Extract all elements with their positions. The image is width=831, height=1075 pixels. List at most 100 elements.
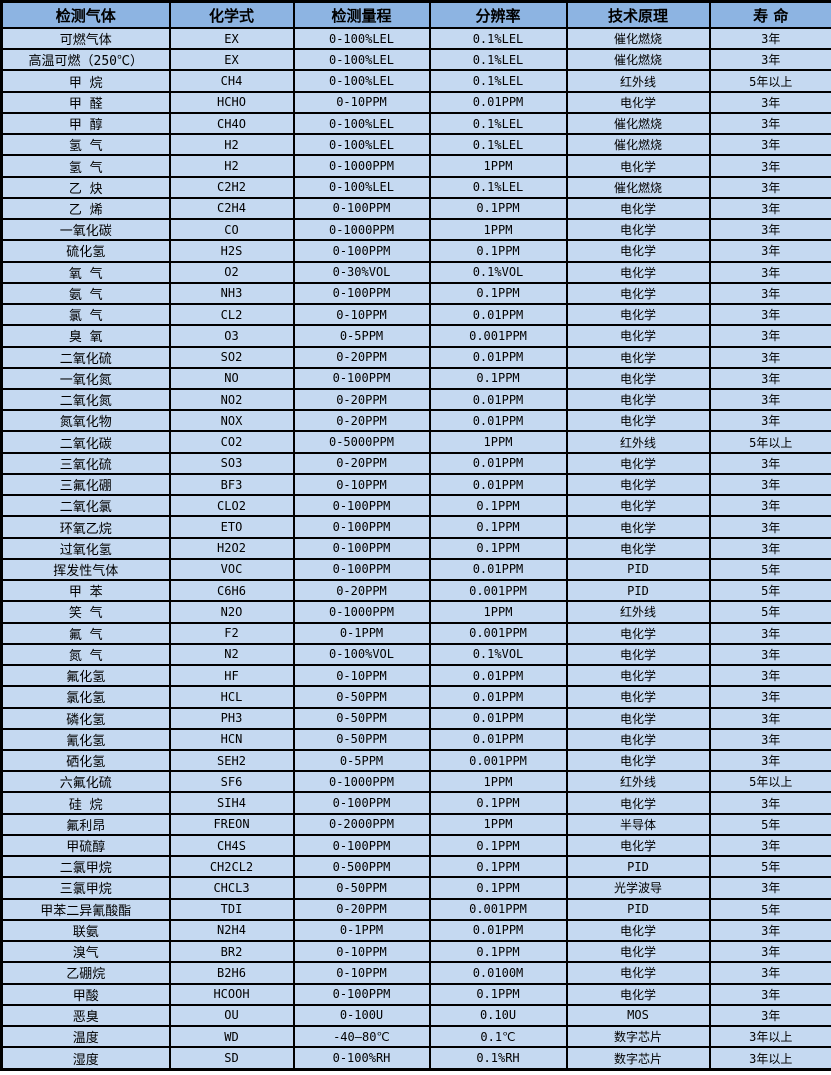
cell-chemical-formula: SEH2 [168, 748, 295, 773]
table-row: 氟化氢 HF 0-10PPM 0.01PPM 电化学 3年 [0, 664, 831, 688]
cell-technology-principle: 催化燃烧 [565, 26, 711, 51]
cell-lifespan: 3年 [708, 409, 831, 433]
cell-chemical-formula: NH3 [168, 281, 295, 306]
cell-technology-principle: 数字芯片 [565, 1025, 711, 1049]
cell-chemical-formula: VOC [168, 557, 295, 582]
cell-lifespan: 3年 [708, 281, 831, 306]
cell-detection-range: -40—80℃ [292, 1025, 431, 1049]
cell-detection-range: 0-50PPM [292, 706, 431, 730]
cell-resolution: 0.1PPM [428, 833, 568, 858]
column-header-gas-name: 检测气体 [0, 0, 171, 29]
cell-chemical-formula: HCOOH [168, 982, 295, 1006]
cell-technology-principle: 电化学 [565, 387, 711, 412]
cell-chemical-formula: B2H6 [168, 961, 295, 985]
cell-lifespan: 3年 [708, 494, 831, 518]
cell-chemical-formula: H2 [168, 133, 295, 157]
cell-technology-principle: 电化学 [565, 940, 711, 964]
cell-resolution: 0.1%LEL [428, 48, 568, 72]
cell-lifespan: 3年 [708, 324, 831, 348]
cell-chemical-formula: N2 [168, 642, 295, 667]
cell-detection-range: 0-30%VOL [292, 260, 431, 284]
cell-gas-name: 氟利昂 [0, 812, 171, 836]
cell-gas-name: 氯化氢 [0, 685, 171, 709]
cell-technology-principle: 电化学 [565, 515, 711, 539]
cell-chemical-formula: EX [168, 48, 295, 72]
cell-chemical-formula: C2H4 [168, 196, 295, 221]
cell-technology-principle: 催化燃烧 [565, 111, 711, 136]
cell-resolution: 0.1PPM [428, 876, 568, 900]
cell-detection-range: 0-20PPM [292, 387, 431, 412]
cell-resolution: 0.001PPM [428, 324, 568, 348]
cell-lifespan: 3年 [708, 642, 831, 667]
cell-technology-principle: 红外线 [565, 770, 711, 794]
cell-technology-principle: 电化学 [565, 409, 711, 433]
cell-gas-name: 硅 烷 [0, 791, 171, 815]
table-row: 湿度 SD 0-100%RH 0.1%RH 数字芯片 3年以上 [0, 1046, 831, 1071]
cell-detection-range: 0-50PPM [292, 727, 431, 751]
cell-chemical-formula: ETO [168, 515, 295, 539]
cell-detection-range: 0-100PPM [292, 281, 431, 306]
table-row: 二氯甲烷 CH2CL2 0-500PPM 0.1PPM PID 5年 [0, 855, 831, 879]
cell-detection-range: 0-100PPM [292, 239, 431, 263]
cell-detection-range: 0-100%LEL [292, 26, 431, 51]
table-row: 氯化氢 HCL 0-50PPM 0.01PPM 电化学 3年 [0, 685, 831, 709]
cell-technology-principle: 电化学 [565, 196, 711, 221]
cell-resolution: 0.01PPM [428, 706, 568, 730]
table-row: 甲 苯 C6H6 0-20PPM 0.001PPM PID 5年 [0, 579, 831, 603]
cell-lifespan: 3年 [708, 833, 831, 858]
cell-detection-range: 0-1PPM [292, 621, 431, 645]
cell-chemical-formula: CL2 [168, 303, 295, 327]
column-header-detection-range: 检测量程 [292, 0, 431, 29]
cell-lifespan: 3年 [708, 1003, 831, 1028]
cell-lifespan: 3年 [708, 48, 831, 72]
cell-lifespan: 3年 [708, 175, 831, 199]
table-body: 可燃气体 EX 0-100%LEL 0.1%LEL 催化燃烧 3年 高温可燃（250℃） EX… [0, 26, 831, 1071]
cell-gas-name: 笑 气 [0, 600, 171, 624]
table-row: 环氧乙烷 ETO 0-100PPM 0.1PPM 电化学 3年 [0, 515, 831, 539]
cell-chemical-formula: NOX [168, 409, 295, 433]
cell-gas-name: 甲 醛 [0, 90, 171, 114]
cell-chemical-formula: BF3 [168, 472, 295, 497]
cell-lifespan: 3年 [708, 982, 831, 1006]
cell-gas-name: 氰化氢 [0, 727, 171, 751]
cell-chemical-formula: HCL [168, 685, 295, 709]
cell-resolution: 0.01PPM [428, 664, 568, 688]
cell-technology-principle: 电化学 [565, 833, 711, 858]
cell-chemical-formula: CLO2 [168, 494, 295, 518]
cell-gas-name: 可燃气体 [0, 26, 171, 51]
cell-resolution: 1PPM [428, 770, 568, 794]
cell-lifespan: 3年 [708, 387, 831, 412]
table-row: 二氧化硫 SO2 0-20PPM 0.01PPM 电化学 3年 [0, 345, 831, 369]
table-row: 三氯甲烷 CHCL3 0-50PPM 0.1PPM 光学波导 3年 [0, 876, 831, 900]
cell-technology-principle: MOS [565, 1003, 711, 1028]
table-row: 氯 气 CL2 0-10PPM 0.01PPM 电化学 3年 [0, 303, 831, 327]
cell-detection-range: 0-10PPM [292, 961, 431, 985]
cell-resolution: 0.001PPM [428, 579, 568, 603]
table-row: 乙硼烷 B2H6 0-10PPM 0.0100M 电化学 3年 [0, 961, 831, 985]
cell-gas-name: 乙硼烷 [0, 961, 171, 985]
table-row: 氮氧化物 NOX 0-20PPM 0.01PPM 电化学 3年 [0, 409, 831, 433]
cell-gas-name: 二氧化氮 [0, 387, 171, 412]
cell-lifespan: 3年 [708, 918, 831, 943]
cell-detection-range: 0-100%LEL [292, 69, 431, 93]
cell-lifespan: 3年 [708, 154, 831, 178]
cell-resolution: 0.1PPM [428, 515, 568, 539]
cell-technology-principle: 催化燃烧 [565, 48, 711, 72]
cell-resolution: 0.001PPM [428, 621, 568, 645]
cell-lifespan: 3年 [708, 239, 831, 263]
cell-resolution: 0.01PPM [428, 409, 568, 433]
cell-lifespan: 5年以上 [708, 69, 831, 93]
cell-lifespan: 3年以上 [708, 1025, 831, 1049]
cell-gas-name: 二氧化氯 [0, 494, 171, 518]
cell-technology-principle: 电化学 [565, 918, 711, 943]
cell-resolution: 0.001PPM [428, 897, 568, 921]
cell-technology-principle: 电化学 [565, 472, 711, 497]
cell-resolution: 0.1PPM [428, 366, 568, 390]
cell-detection-range: 0-100%VOL [292, 642, 431, 667]
cell-chemical-formula: CH2CL2 [168, 855, 295, 879]
header-row: 检测气体 化学式 检测量程 分辨率 技术原理寿 命 [0, 0, 831, 29]
cell-gas-name: 甲 醇 [0, 111, 171, 136]
cell-gas-name: 硫化氢 [0, 239, 171, 263]
cell-resolution: 0.01PPM [428, 727, 568, 751]
cell-gas-name: 臭 氧 [0, 324, 171, 348]
